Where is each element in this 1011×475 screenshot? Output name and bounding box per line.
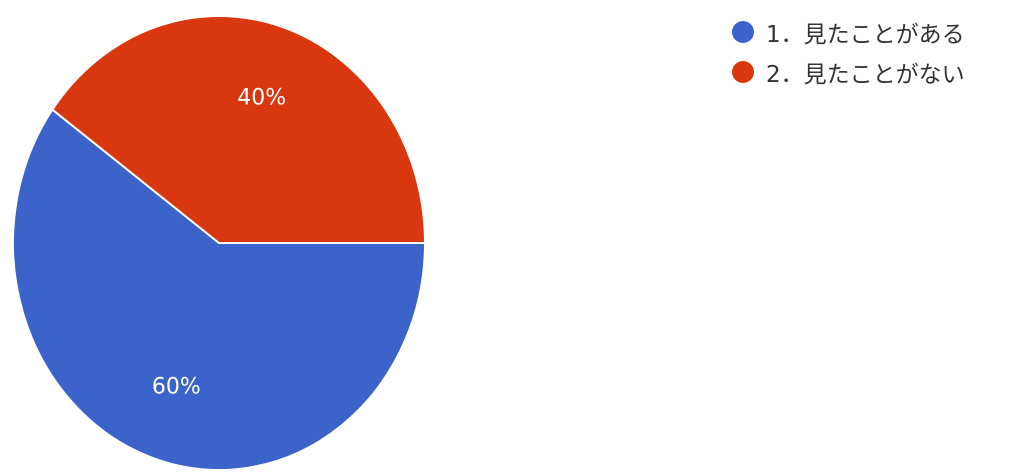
legend-item-seen[interactable]: 1．見たことがある (732, 14, 965, 50)
chart-legend: 1．見たことがある 2．見たことがない (732, 14, 965, 94)
legend-swatch-not-seen (732, 61, 754, 83)
pie-label-not-seen: 40% (237, 85, 286, 110)
legend-label-seen: 1．見たことがある (766, 22, 965, 48)
legend-item-not-seen[interactable]: 2．見たことがない (732, 54, 965, 90)
pie-slice-seen[interactable] (12, 108, 427, 471)
pie-slice-not-seen[interactable] (51, 15, 427, 244)
pie-label-seen: 60% (152, 375, 201, 400)
legend-swatch-seen (732, 21, 754, 43)
legend-label-not-seen: 2．見たことがない (766, 62, 965, 88)
